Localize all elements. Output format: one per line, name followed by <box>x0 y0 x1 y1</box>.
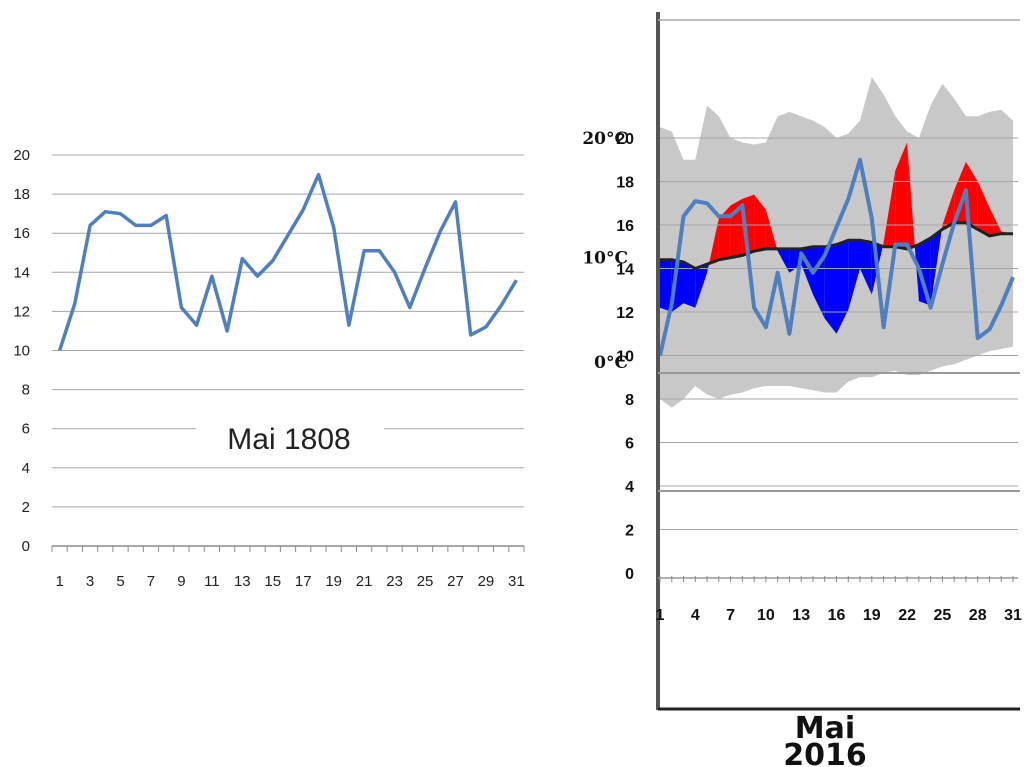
x-tick-label: 25 <box>417 573 434 590</box>
y-tick-label: 18 <box>13 186 30 203</box>
chart-title: Mai 1808 <box>227 423 350 456</box>
cold-anomaly-fill <box>777 248 790 273</box>
cold-anomaly-fill <box>683 262 696 308</box>
x-tick-label: 15 <box>264 573 281 590</box>
y-tick-label: 4 <box>22 460 30 477</box>
y-tick-label: 8 <box>22 382 30 399</box>
chart-title-line: Mai <box>795 711 855 746</box>
series-line <box>57 172 518 352</box>
x-tick-label: 16 <box>828 607 846 624</box>
x-tick-label: 1 <box>656 607 665 624</box>
y-tick-label: 6 <box>625 436 634 453</box>
x-tick-label: 7 <box>726 607 735 624</box>
y-tick-label: 20 <box>13 147 30 164</box>
cold-anomaly-fill <box>848 240 860 310</box>
y-tick-label: 10 <box>13 343 30 360</box>
warm-anomaly-fill <box>989 207 1002 236</box>
y-tick-label: 8 <box>625 392 634 409</box>
y-tick-label: 6 <box>22 421 30 438</box>
x-tick-label: 17 <box>295 573 312 590</box>
series-line <box>658 157 1015 356</box>
warm-anomaly-fill <box>709 218 719 264</box>
y-tick-label: 12 <box>616 305 634 322</box>
celsius-label: 10°C <box>582 249 628 269</box>
y-tick-label: 18 <box>616 175 634 192</box>
x-tick-label: 5 <box>116 573 124 590</box>
x-tick-label: 3 <box>86 573 94 590</box>
warm-anomaly-fill <box>883 170 896 247</box>
y-tick-label: 2 <box>22 499 30 516</box>
warm-anomaly-fill <box>718 205 731 260</box>
x-tick-label: 13 <box>234 573 251 590</box>
y-tick-label: 14 <box>13 264 30 281</box>
x-tick-label: 1 <box>55 573 63 590</box>
y-tick-label: 10 <box>616 349 634 366</box>
y-tick-label: 16 <box>616 218 634 235</box>
x-tick-label: 27 <box>447 573 464 590</box>
cold-anomaly-fill <box>660 259 672 312</box>
cold-anomaly-fill <box>918 238 931 306</box>
y-tick-label: 0 <box>22 538 30 555</box>
x-tick-label: 19 <box>325 573 342 590</box>
celsius-label: 0°C <box>594 353 628 373</box>
warm-anomaly-fill <box>754 194 766 252</box>
x-tick-label: 31 <box>508 573 525 590</box>
x-tick-label: 31 <box>1004 607 1022 624</box>
cold-anomaly-fill <box>789 248 802 273</box>
y-tick-label: 12 <box>13 303 30 320</box>
climate-range-band <box>660 77 1013 408</box>
warm-anomaly-fill <box>977 181 990 236</box>
warm-anomaly-fill <box>895 142 908 249</box>
cold-anomaly-fill <box>813 246 825 319</box>
warm-anomaly-fill <box>942 190 955 230</box>
y-tick-label: 14 <box>616 262 634 279</box>
y-tick-label: 4 <box>625 479 634 496</box>
warm-anomaly-fill <box>765 209 777 249</box>
x-tick-label: 19 <box>863 607 881 624</box>
warm-anomaly-fill <box>907 142 915 249</box>
x-tick-label: 4 <box>691 607 700 624</box>
x-tick-label: 13 <box>792 607 810 624</box>
warm-anomaly-fill <box>954 161 966 223</box>
x-tick-label: 22 <box>898 607 916 624</box>
x-tick-label: 29 <box>478 573 495 590</box>
x-tick-label: 25 <box>934 607 952 624</box>
y-tick-label: 2 <box>625 523 634 540</box>
x-tick-label: 23 <box>386 573 403 590</box>
y-tick-label: 16 <box>13 225 30 242</box>
y-tick-label: 20 <box>616 131 634 148</box>
x-tick-label: 21 <box>356 573 373 590</box>
cold-anomaly-fill <box>824 244 837 334</box>
cold-anomaly-fill <box>836 240 849 334</box>
chart-title-line: 2016 <box>783 738 867 767</box>
cold-anomaly-fill <box>930 229 942 306</box>
x-tick-label: 10 <box>757 607 775 624</box>
x-tick-label: 28 <box>969 607 987 624</box>
y-tick-label: 0 <box>625 566 634 583</box>
celsius-label: 20°C <box>582 129 628 149</box>
x-tick-label: 11 <box>204 573 220 590</box>
x-tick-label: 9 <box>177 573 185 590</box>
cold-anomaly-fill <box>860 240 872 295</box>
title-backdrop <box>196 418 384 464</box>
x-tick-label: 7 <box>147 573 155 590</box>
cold-anomaly-fill <box>695 264 708 308</box>
